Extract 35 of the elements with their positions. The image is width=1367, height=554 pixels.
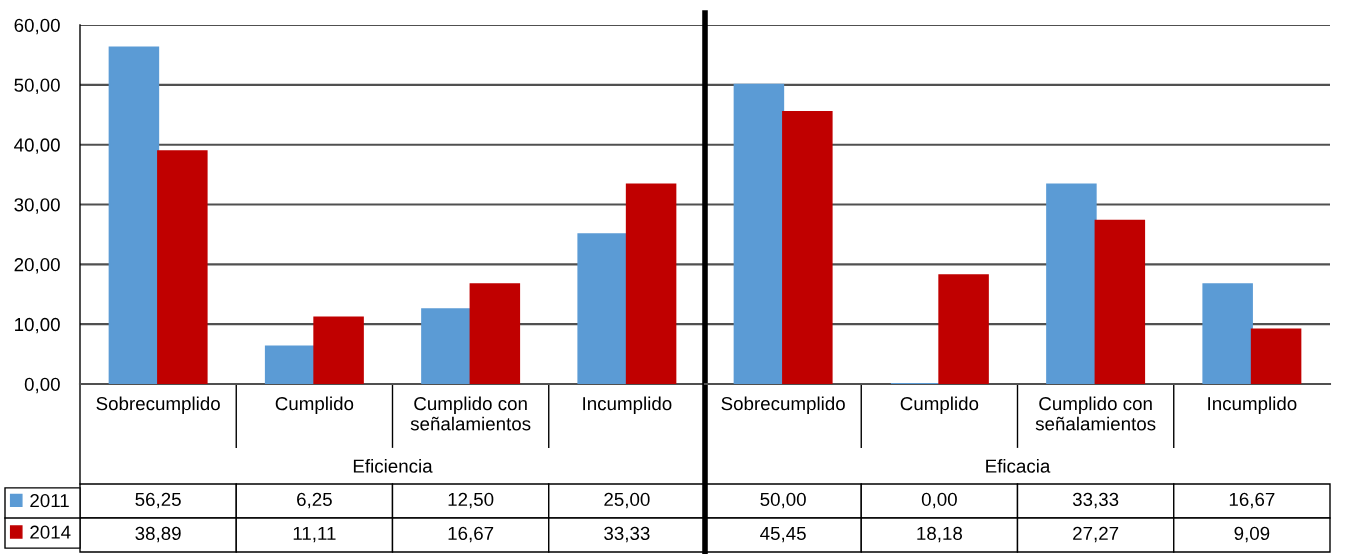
x-tick-label: Sobrecumplido: [96, 396, 220, 414]
data-label: 12,50: [448, 492, 494, 509]
y-tick-label: 0,00: [24, 377, 60, 394]
data-label: 50,00: [760, 492, 806, 509]
x-tick-label: Incumplido: [583, 396, 672, 414]
y-tick-label: 20,00: [14, 258, 60, 274]
data-label: 9,09: [1234, 526, 1270, 543]
data-label: 25,00: [604, 492, 650, 509]
x-tick-label: Cumplido con señalamientos: [410, 396, 531, 431]
data-label: 38,89: [135, 526, 181, 543]
legend-label: 2011: [30, 493, 69, 508]
x-axis-title: Eficiencia: [353, 459, 433, 473]
data-label: 16,67: [1229, 492, 1275, 509]
y-tick-label: 30,00: [14, 198, 60, 214]
data-label: 27,27: [1073, 526, 1119, 543]
data-label: 0,00: [921, 492, 957, 509]
x-tick-label: Cumplido: [275, 396, 354, 414]
data-label: 11,11: [293, 526, 336, 543]
legend-label: 2014: [30, 525, 71, 539]
x-tick-label: Incumplido: [1208, 396, 1297, 414]
y-tick-label: 10,00: [15, 317, 60, 334]
data-label: 45,45: [760, 526, 806, 543]
y-tick-label: 40,00: [14, 138, 60, 154]
data-label: 33,33: [1072, 492, 1119, 509]
x-tick-label: Sobrecumplido: [721, 396, 845, 414]
x-tick-label: Cumplido con señalamientos: [1035, 396, 1156, 431]
data-label: 18,18: [917, 526, 963, 543]
data-label: 33,33: [604, 526, 650, 543]
data-label: 16,67: [448, 526, 494, 543]
data-label: 6,25: [297, 492, 332, 509]
x-tick-label: Cumplido: [900, 396, 979, 414]
data-label: 56,25: [135, 492, 181, 509]
y-tick-label: 50,00: [14, 78, 60, 95]
x-axis-title: Eficacia: [986, 459, 1051, 473]
y-tick-label: 60,00: [14, 18, 60, 35]
